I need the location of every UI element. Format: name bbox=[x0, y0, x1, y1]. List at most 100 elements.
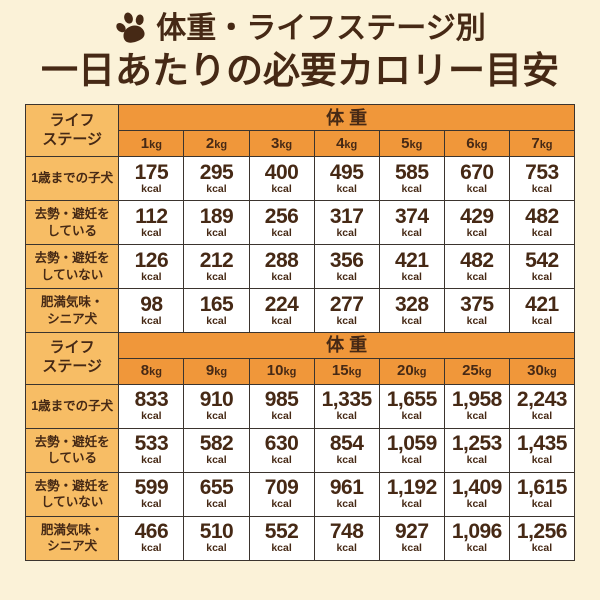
calorie-value-cell: 374 kcal bbox=[378, 200, 445, 246]
calorie-value-cell: 552 kcal bbox=[248, 515, 315, 561]
weight-number: 5 bbox=[401, 134, 410, 152]
calorie-tables: ライフ ステージ体 重 1kg 2kg 3kg 4kg 5kg 6kg 7kg 1歳までの子犬 1… bbox=[24, 104, 576, 561]
calorie-unit: kcal bbox=[141, 270, 162, 283]
weight-number: 6 bbox=[466, 134, 475, 152]
calorie-value: 1,256 bbox=[516, 520, 568, 544]
weight-column-header: 5kg bbox=[378, 130, 445, 158]
calorie-unit: kcal bbox=[466, 226, 488, 239]
calorie-value: 910 bbox=[199, 388, 234, 412]
calorie-unit: kcal bbox=[141, 226, 162, 239]
calorie-value: 224 bbox=[264, 292, 299, 316]
calorie-value-cell: 910 kcal bbox=[183, 383, 250, 429]
calorie-value-cell: 256 kcal bbox=[248, 200, 315, 246]
calorie-value-cell: 189 kcal bbox=[183, 200, 250, 246]
weight-number: 1 bbox=[140, 134, 150, 152]
weight-unit: kg bbox=[149, 366, 162, 379]
calorie-value-cell: 175 kcal bbox=[118, 156, 185, 202]
calorie-value-cell: 328 kcal bbox=[378, 288, 445, 334]
calorie-value-cell: 212 kcal bbox=[183, 244, 250, 290]
weight-group-header: 体 重 bbox=[118, 331, 575, 359]
calorie-value-cell: 1,192 kcal bbox=[378, 471, 445, 517]
calorie-value: 833 bbox=[134, 388, 169, 412]
title-line-1-text: 体重・ライフステージ別 bbox=[156, 12, 486, 45]
calorie-unit: kcal bbox=[531, 410, 553, 423]
table-row: 1歳までの子犬 175 kcal 295 kcal 400 kcal 495 kcal 585 kc… bbox=[24, 156, 576, 202]
calorie-value: 374 bbox=[394, 204, 429, 228]
calorie-unit: kcal bbox=[531, 226, 553, 239]
calorie-value-cell: 375 kcal bbox=[443, 288, 510, 334]
calorie-value: 1,655 bbox=[386, 388, 438, 412]
calorie-unit: kcal bbox=[336, 182, 357, 195]
weight-column-header: 20kg bbox=[378, 357, 445, 385]
calorie-unit: kcal bbox=[206, 182, 227, 195]
calorie-value-cell: 482 kcal bbox=[443, 244, 510, 290]
calorie-unit: kcal bbox=[336, 270, 357, 283]
calorie-value: 630 bbox=[264, 432, 299, 456]
calorie-value-cell: 1,096 kcal bbox=[443, 515, 510, 561]
calorie-unit: kcal bbox=[466, 498, 488, 511]
weight-number: 10 bbox=[266, 362, 284, 380]
calorie-unit: kcal bbox=[271, 314, 292, 327]
calorie-value-cell: 224 kcal bbox=[248, 288, 315, 334]
calorie-value-cell: 1,335 kcal bbox=[313, 383, 380, 429]
calorie-value: 1,409 bbox=[451, 476, 503, 500]
calorie-value-cell: 927 kcal bbox=[378, 515, 445, 561]
calorie-value: 854 bbox=[329, 432, 364, 456]
calorie-value-cell: 630 kcal bbox=[248, 427, 315, 473]
header-row-weights: 8kg 9kg 10kg 15kg 20kg 25kg 30kg bbox=[26, 357, 576, 385]
weight-number: 9 bbox=[205, 362, 215, 380]
calorie-value-cell: 98 kcal bbox=[118, 288, 185, 334]
weight-number: 8 bbox=[140, 362, 150, 380]
calorie-unit: kcal bbox=[271, 182, 292, 195]
calorie-unit: kcal bbox=[401, 498, 422, 511]
calorie-unit: kcal bbox=[271, 454, 292, 467]
calorie-unit: kcal bbox=[141, 498, 162, 511]
calorie-unit: kcal bbox=[271, 542, 292, 555]
table-row: 去勢・避妊を している 533 kcal 582 kcal 630 kcal 854 kcal 1… bbox=[24, 427, 576, 473]
weight-unit: kg bbox=[279, 138, 293, 151]
table-row: 去勢・避妊を している 112 kcal 189 kcal 256 kcal 317 kcal 3… bbox=[24, 200, 576, 246]
calorie-unit: kcal bbox=[271, 270, 292, 283]
calorie-value: 375 bbox=[460, 292, 494, 316]
calorie-unit: kcal bbox=[206, 542, 227, 555]
calorie-value: 510 bbox=[199, 520, 234, 544]
life-stage-row-label: 去勢・避妊を していない bbox=[24, 471, 120, 517]
calorie-unit: kcal bbox=[206, 314, 227, 327]
calorie-unit: kcal bbox=[206, 226, 227, 239]
calorie-value: 288 bbox=[264, 248, 299, 272]
calorie-value-cell: 670 kcal bbox=[443, 156, 510, 202]
calorie-value-cell: 854 kcal bbox=[313, 427, 380, 473]
page-header: 体重・ライフステージ別 一日あたりの必要カロリー目安 bbox=[0, 0, 600, 92]
calorie-value: 961 bbox=[329, 476, 364, 500]
calorie-value-cell: 1,256 kcal bbox=[508, 515, 576, 561]
title-line-1: 体重・ライフステージ別 bbox=[0, 10, 600, 48]
weight-group-header: 体 重 bbox=[118, 104, 575, 132]
calorie-value-cell: 126 kcal bbox=[118, 244, 185, 290]
calorie-value-cell: 582 kcal bbox=[183, 427, 250, 473]
calorie-value: 1,192 bbox=[386, 476, 438, 500]
calorie-value-cell: 400 kcal bbox=[248, 156, 315, 202]
calorie-value-cell: 1,958 kcal bbox=[443, 383, 510, 429]
calorie-value: 655 bbox=[199, 476, 234, 500]
calorie-value: 189 bbox=[199, 204, 234, 228]
calorie-unit: kcal bbox=[336, 410, 357, 423]
calorie-value-cell: 599 kcal bbox=[118, 471, 185, 517]
life-stage-row-label: 1歳までの子犬 bbox=[24, 383, 120, 429]
calorie-value: 256 bbox=[264, 204, 299, 228]
weight-column-header: 30kg bbox=[508, 357, 576, 385]
calorie-value-cell: 429 kcal bbox=[443, 200, 510, 246]
weight-unit: kg bbox=[474, 138, 488, 151]
weight-unit: kg bbox=[214, 138, 228, 151]
calorie-value: 112 bbox=[135, 204, 168, 228]
calorie-unit: kcal bbox=[531, 542, 553, 555]
calorie-unit: kcal bbox=[206, 498, 227, 511]
table-row: 去勢・避妊を していない 126 kcal 212 kcal 288 kcal 356 kcal… bbox=[24, 244, 576, 290]
calorie-unit: kcal bbox=[466, 182, 488, 195]
calorie-value: 552 bbox=[264, 520, 299, 544]
calorie-value: 582 bbox=[199, 432, 234, 456]
calorie-value-cell: 748 kcal bbox=[313, 515, 380, 561]
calorie-value: 421 bbox=[525, 292, 559, 316]
calorie-value: 165 bbox=[199, 292, 234, 316]
calorie-unit: kcal bbox=[531, 182, 553, 195]
calorie-value: 328 bbox=[394, 292, 429, 316]
